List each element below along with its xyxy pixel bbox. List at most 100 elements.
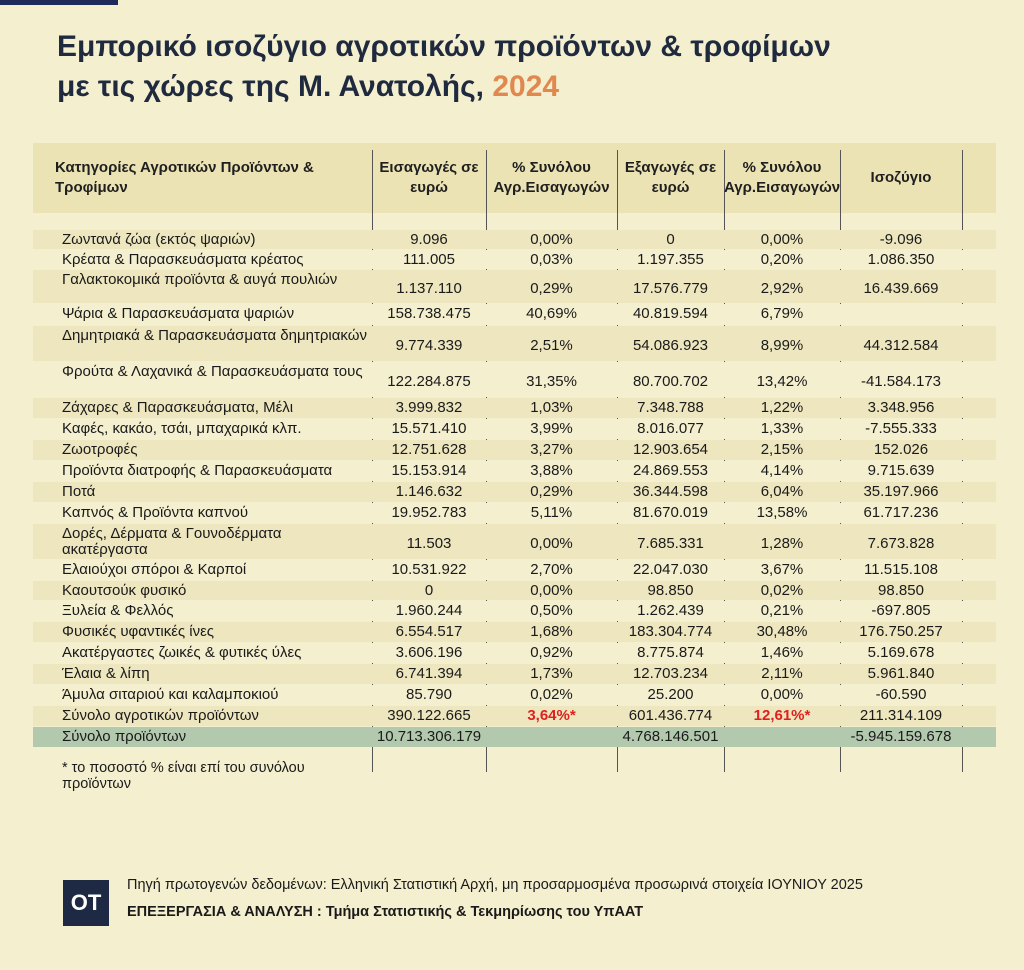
cell-value: 5.961.840: [867, 665, 935, 682]
row-band: [33, 362, 996, 397]
row-band: [33, 461, 996, 481]
row-band: [33, 727, 996, 747]
cell-value: 8,99%: [760, 337, 804, 354]
cell-value: 12.703.234: [632, 665, 709, 682]
row-label: Ελαιούχοι σπόροι & Καρποί: [62, 561, 247, 578]
cell-value: 3.606.196: [395, 644, 463, 661]
row-band: [33, 230, 996, 249]
row-label: Καφές, κακάο, τσάι, μπαχαρικά κλπ.: [62, 420, 302, 437]
row-label: Σύνολο προϊόντων: [62, 728, 187, 745]
cell-value: 9.096: [410, 231, 448, 248]
cell-value: -7.555.333: [865, 420, 937, 437]
cell-value: 17.576.779: [632, 280, 709, 297]
cell-value: 2,70%: [530, 561, 573, 578]
cell-value: 111.005: [403, 251, 455, 268]
cell-value: 0: [666, 231, 675, 248]
row-label: Έλαια & λίπη: [62, 665, 150, 682]
cell-value: 36.344.598: [632, 483, 709, 500]
cell-value: 22.047.030: [632, 561, 709, 578]
title-year: 2024: [492, 70, 560, 103]
cell-value: 81.670.019: [632, 504, 709, 521]
cell-value: 0,29%: [530, 280, 573, 297]
row-label: Ζάχαρες & Παρασκευάσματα, Μέλι: [62, 399, 294, 416]
cell-value: 0,00%: [530, 231, 573, 248]
cell-value: 11.515.108: [864, 561, 938, 578]
row-label: Δημητριακά & Παρασκευάσματα δημητριακών: [62, 327, 367, 344]
cell-value: 1.086.350: [867, 251, 935, 268]
cell-value: 3,67%: [760, 561, 804, 578]
cell-value: -697.805: [871, 602, 931, 619]
cell-value: 7.348.788: [637, 399, 704, 416]
row-band: [33, 326, 996, 361]
cell-value: 6.554.517: [395, 623, 463, 640]
column-header: Ισοζύγιο: [870, 169, 932, 186]
row-label: Ζωοτροφές: [62, 441, 138, 458]
cell-value: 8.775.874: [637, 644, 704, 661]
cell-value: 5,11%: [530, 504, 573, 521]
row-band: [33, 560, 996, 580]
cell-value: 12.751.628: [391, 441, 467, 458]
cell-value: 3,88%: [530, 462, 573, 479]
cell-value: 1.197.355: [637, 251, 704, 268]
cell-value: 0,02%: [530, 686, 573, 703]
cell-value: 24.869.553: [632, 462, 709, 479]
cell-value: 40.819.594: [632, 305, 709, 322]
cell-value: 2,15%: [760, 441, 804, 458]
cell-value: 152.026: [873, 441, 929, 458]
row-label: Προϊόντα διατροφής & Παρασκευάσματα: [62, 462, 333, 479]
cell-value: 1,73%: [530, 665, 573, 682]
cell-value: -5.945.159.678: [850, 728, 952, 745]
cell-value: 25.200: [647, 686, 694, 703]
cell-value: 98.850: [647, 582, 694, 599]
cell-value: 15.153.914: [391, 462, 467, 479]
row-label: Ποτά: [62, 483, 96, 500]
cell-value: 35.197.966: [863, 483, 939, 500]
row-band: [33, 664, 996, 684]
cell-value: 1,33%: [760, 420, 804, 437]
cell-value: 0,20%: [760, 251, 804, 268]
cell-value: 9.715.639: [867, 462, 935, 479]
row-band: [33, 503, 996, 523]
cell-value: 0: [424, 582, 434, 599]
cell-value: 601.436.774: [628, 707, 713, 724]
row-band: [33, 524, 996, 559]
row-band: [33, 601, 996, 621]
cell-value: 1.146.632: [395, 483, 463, 500]
cell-value: 1.262.439: [637, 602, 704, 619]
row-label: Φρούτα & Λαχανικά & Παρασκευάσματα τους: [62, 363, 363, 380]
cell-value: 0,50%: [530, 602, 573, 619]
cell-value: -60.590: [875, 686, 927, 703]
cell-value: 176.750.257: [859, 623, 943, 640]
title-line: Εμπορικό ισοζύγιο αγροτικών προϊόντων & …: [57, 30, 831, 63]
cell-value: 5.169.678: [867, 644, 935, 661]
column-header: Κατηγορίες Αγροτικών Προϊόντων & Τροφίμω…: [55, 159, 314, 196]
row-label: Δορές, Δέρματα & Γουνοδέρματα ακατέργαστ…: [62, 525, 282, 558]
cell-value: 1,03%: [530, 399, 573, 416]
cell-value: 1.137.110: [396, 280, 462, 297]
cell-value: 0,00%: [530, 582, 573, 599]
row-band: [33, 250, 996, 269]
row-label: Άμυλα σιταριού και καλαμποκιού: [62, 686, 279, 703]
row-label: Ζωντανά ζώα (εκτός ψαριών): [62, 231, 256, 248]
column-header: Εξαγωγές σε ευρώ: [624, 159, 717, 196]
cell-value: 4,14%: [760, 462, 804, 479]
row-label: Καπνός & Προϊόντα καπνού: [62, 504, 249, 521]
row-band: [33, 270, 996, 303]
row-label: Φυσικές υφαντικές ίνες: [62, 623, 215, 640]
row-band: [33, 440, 996, 460]
cell-value: 30,48%: [756, 623, 808, 640]
cell-value: 1,28%: [760, 535, 804, 552]
cell-value: 3,27%: [530, 441, 573, 458]
cell-value: 31,35%: [526, 373, 577, 390]
cell-value: 12.903.654: [632, 441, 709, 458]
cell-value: 13,58%: [756, 504, 808, 521]
row-band: [33, 304, 996, 325]
title-line: με τις χώρες της Μ. Ανατολής, 2024: [57, 70, 559, 104]
row-band: [33, 398, 996, 418]
cell-value: 6.741.394: [395, 665, 463, 682]
cell-value: 9.774.339: [395, 337, 463, 354]
row-label: Ξυλεία & Φελλός: [62, 602, 174, 619]
row-band: [33, 685, 996, 705]
row-label: Ακατέργαστες ζωικές & φυτικές ύλες: [62, 644, 302, 661]
